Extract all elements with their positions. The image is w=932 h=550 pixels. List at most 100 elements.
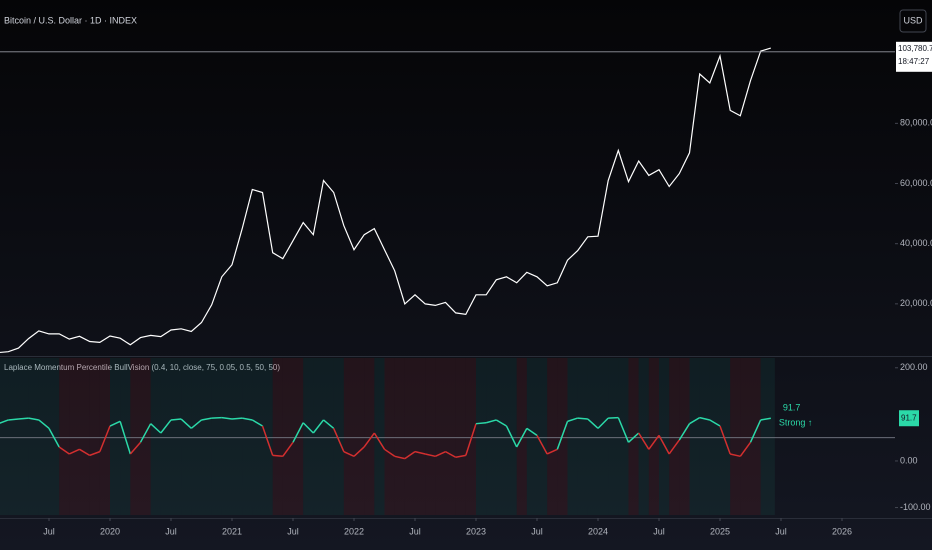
oscillator-segment bbox=[18, 417, 29, 420]
oscillator-segment bbox=[729, 453, 741, 458]
state-band bbox=[160, 358, 171, 515]
oscillator-segment bbox=[48, 427, 60, 448]
state-band bbox=[445, 358, 456, 515]
state-band bbox=[415, 358, 426, 515]
state-band bbox=[628, 358, 639, 515]
oscillator-segment bbox=[516, 427, 528, 448]
oscillator-segment bbox=[251, 419, 263, 427]
oscillator-segment bbox=[28, 417, 39, 421]
y-tick-label: -100.00 bbox=[900, 502, 931, 512]
x-tick-label: 2025 bbox=[710, 526, 730, 536]
state-band bbox=[28, 358, 39, 515]
x-tick-label: Jul bbox=[775, 526, 787, 536]
x-tick-label: 2023 bbox=[466, 526, 486, 536]
state-band bbox=[659, 358, 670, 515]
oscillator-segment bbox=[709, 419, 721, 427]
oscillator-segment bbox=[129, 441, 142, 455]
x-tick-label: Jul bbox=[43, 526, 55, 536]
state-band bbox=[567, 358, 578, 515]
symbol-title: Bitcoin / U.S. Dollar · 1D · INDEX bbox=[4, 15, 137, 25]
oscillator-segment bbox=[556, 421, 569, 450]
state-band bbox=[323, 358, 334, 515]
oscillator-segment bbox=[201, 417, 212, 421]
oscillator-segment bbox=[485, 419, 497, 424]
y-tick-label: 80,000.00 bbox=[900, 118, 932, 128]
oscillator-segment bbox=[526, 427, 538, 436]
state-band bbox=[201, 358, 212, 515]
state-band bbox=[191, 358, 202, 515]
oscillator-segment bbox=[292, 422, 304, 443]
oscillator-segment bbox=[648, 434, 660, 450]
oscillator-segment bbox=[658, 434, 670, 455]
oscillator-segment bbox=[455, 454, 466, 458]
state-band bbox=[262, 358, 273, 515]
state-band bbox=[313, 358, 324, 515]
y-tick-label: 200.00 bbox=[900, 362, 928, 372]
oscillator-segment bbox=[414, 450, 426, 455]
countdown-label: 18:47:27 bbox=[898, 57, 930, 66]
x-tick-label: 2024 bbox=[588, 526, 608, 536]
oscillator-segment bbox=[109, 420, 121, 427]
x-tick-label: 2020 bbox=[100, 526, 120, 536]
state-band bbox=[0, 358, 9, 515]
last-price-label: 103,780.72 bbox=[898, 44, 932, 53]
oscillator-segment bbox=[89, 450, 101, 457]
oscillator-segment bbox=[312, 419, 325, 434]
state-band bbox=[252, 358, 263, 515]
state-band bbox=[404, 358, 415, 515]
oscillator-segment bbox=[678, 423, 691, 441]
oscillator-segment bbox=[170, 418, 182, 421]
state-band bbox=[638, 358, 649, 515]
value-badge bbox=[899, 410, 919, 427]
state-band bbox=[282, 358, 293, 515]
currency-label[interactable]: USD bbox=[903, 15, 923, 25]
indicator-title: Laplace Momentum Percentile BullVision (… bbox=[4, 363, 280, 372]
value-label: 91.7 bbox=[783, 403, 801, 413]
state-band bbox=[577, 358, 588, 515]
value-badge-label: 91.7 bbox=[901, 413, 917, 422]
state-band bbox=[537, 358, 548, 515]
oscillator-segment bbox=[546, 448, 558, 455]
oscillator-segment bbox=[139, 423, 152, 443]
state-band bbox=[455, 358, 466, 515]
oscillator-segment bbox=[617, 417, 630, 443]
state-band bbox=[394, 358, 405, 515]
oscillator-segment bbox=[536, 434, 548, 455]
state-band bbox=[730, 358, 741, 515]
state-band bbox=[425, 358, 436, 515]
oscillator-segment bbox=[58, 446, 70, 455]
y-tick-label: 20,000.00 bbox=[900, 298, 932, 308]
state-band bbox=[130, 358, 141, 515]
state-band bbox=[181, 358, 192, 515]
oscillator-segment bbox=[597, 417, 609, 429]
oscillator-segment bbox=[475, 422, 487, 425]
oscillator-segment bbox=[38, 419, 50, 429]
oscillator-segment bbox=[272, 454, 283, 458]
state-band bbox=[465, 358, 476, 515]
oscillator-segment bbox=[363, 432, 375, 448]
y-tick-label: 0.00 bbox=[900, 455, 918, 465]
state-band bbox=[750, 358, 761, 515]
state-band bbox=[150, 358, 161, 515]
oscillator-segment bbox=[668, 439, 680, 455]
state-band bbox=[354, 358, 365, 515]
oscillator-segment bbox=[567, 417, 578, 423]
state-band bbox=[709, 358, 720, 515]
oscillator-segment bbox=[353, 446, 365, 457]
x-tick-label: Jul bbox=[287, 526, 299, 536]
state-band bbox=[618, 358, 629, 515]
x-tick-label: Jul bbox=[409, 526, 421, 536]
state-band bbox=[770, 358, 775, 515]
currency-button[interactable] bbox=[899, 9, 927, 33]
oscillator-segment bbox=[719, 425, 731, 455]
oscillator-segment bbox=[394, 455, 406, 460]
state-band bbox=[496, 358, 507, 515]
state-band bbox=[38, 358, 49, 515]
x-tick-label: 2026 bbox=[832, 526, 852, 536]
oscillator-segment bbox=[99, 425, 111, 452]
state-band bbox=[598, 358, 609, 515]
state-band bbox=[526, 358, 537, 515]
oscillator-segment bbox=[465, 423, 477, 456]
